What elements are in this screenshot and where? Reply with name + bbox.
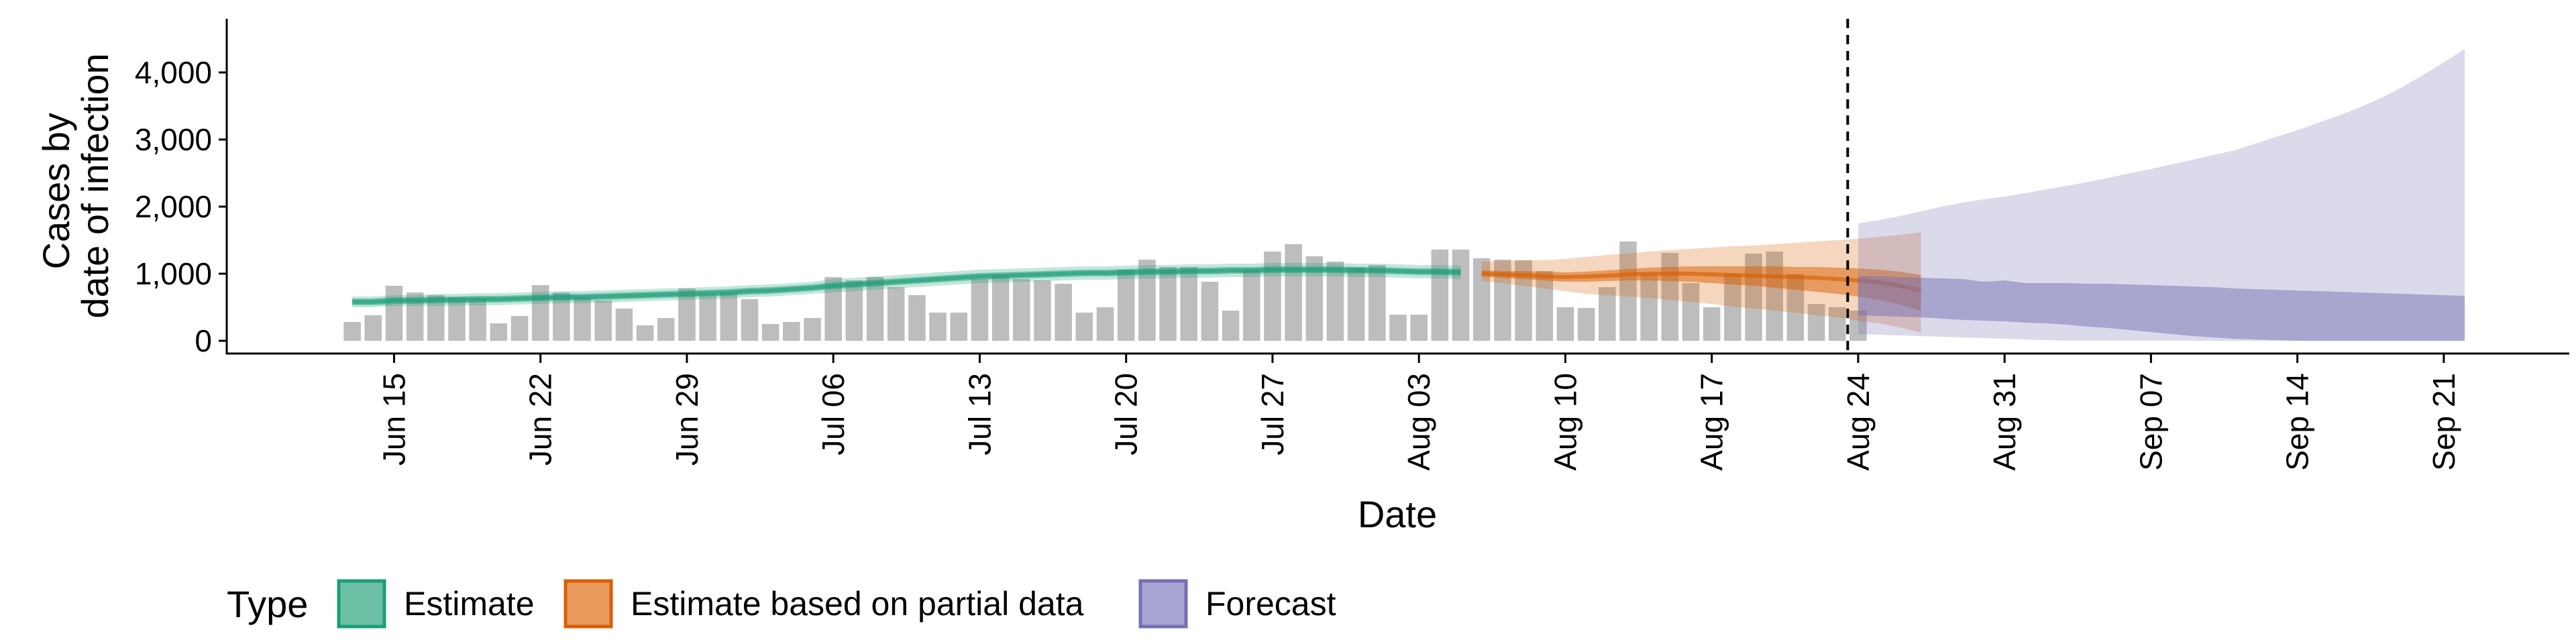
case-bar bbox=[1117, 270, 1135, 341]
case-bar bbox=[1556, 307, 1574, 341]
case-bar bbox=[574, 297, 591, 341]
forecast-band-50 bbox=[1858, 276, 2465, 341]
case-bar bbox=[1326, 262, 1344, 341]
legend-label-partial: Estimate based on partial data bbox=[631, 585, 1084, 623]
y-axis-title-line-2: date of infection bbox=[74, 53, 116, 318]
legend-title: Type bbox=[227, 583, 308, 625]
x-tick-label: Sep 14 bbox=[2280, 373, 2315, 471]
case-bar bbox=[1682, 283, 1700, 341]
case-bar bbox=[1703, 307, 1721, 341]
x-tick-label: Aug 03 bbox=[1401, 373, 1436, 471]
case-bar bbox=[343, 322, 361, 341]
case-bar bbox=[1577, 308, 1595, 341]
legend-label-estimate: Estimate bbox=[404, 585, 535, 623]
case-bar bbox=[1452, 250, 1470, 341]
case-bar bbox=[1347, 267, 1365, 341]
case-bar bbox=[761, 324, 780, 341]
case-bar bbox=[1807, 304, 1825, 341]
case-bar bbox=[1180, 267, 1197, 341]
case-bar bbox=[1013, 279, 1030, 341]
x-tick-label: Aug 17 bbox=[1695, 373, 1729, 471]
y-tick-label: 1,000 bbox=[135, 256, 212, 291]
case-bar bbox=[594, 301, 612, 341]
case-bar bbox=[1828, 307, 1846, 341]
x-tick-label: Sep 21 bbox=[2426, 373, 2461, 471]
case-bar bbox=[1599, 287, 1616, 341]
case-bar bbox=[845, 280, 863, 341]
y-axis-title-line-1: Cases by bbox=[35, 113, 77, 269]
case-bar bbox=[511, 316, 529, 341]
x-tick-label: Jul 20 bbox=[1109, 373, 1144, 455]
case-bar bbox=[783, 322, 800, 341]
x-tick-label: Aug 10 bbox=[1548, 373, 1582, 471]
x-axis-title: Date bbox=[1358, 493, 1437, 535]
estimate-median-line bbox=[352, 268, 1461, 304]
y-tick-label: 0 bbox=[195, 323, 212, 358]
case-bar bbox=[1055, 284, 1072, 341]
x-tick-label: Jun 22 bbox=[523, 373, 558, 466]
x-tick-label: Aug 24 bbox=[1841, 373, 1876, 471]
forecast-band-90 bbox=[1858, 49, 2465, 341]
yticks-layer: 0 1,000 2,000 3,000 4,000 bbox=[135, 55, 227, 358]
case-bar bbox=[1201, 282, 1219, 341]
case-bar bbox=[1640, 274, 1658, 341]
x-tick-label: Sep 07 bbox=[2133, 373, 2168, 471]
case-bar bbox=[615, 309, 633, 341]
case-bar bbox=[1389, 315, 1407, 341]
y-tick-label: 2,000 bbox=[135, 189, 212, 224]
case-bar bbox=[1096, 307, 1114, 341]
legend-key-estimate bbox=[337, 579, 386, 629]
y-tick-label: 4,000 bbox=[135, 55, 212, 90]
x-tick-label: Jul 27 bbox=[1255, 373, 1290, 455]
legend-key-forecast bbox=[1138, 579, 1188, 629]
x-tick-label: Jun 29 bbox=[669, 373, 704, 466]
case-bar bbox=[1368, 265, 1386, 341]
case-bar bbox=[929, 313, 947, 341]
case-bar bbox=[991, 275, 1010, 341]
case-bar bbox=[950, 313, 968, 341]
case-bar bbox=[1431, 250, 1449, 341]
case-bar bbox=[1849, 311, 1867, 341]
case-bar bbox=[741, 299, 759, 341]
case-bar bbox=[385, 286, 403, 341]
legend-key-partial bbox=[564, 579, 613, 629]
legend: Type Estimate Estimate based on partial … bbox=[227, 579, 1336, 629]
case-bar bbox=[1159, 267, 1177, 341]
case-bar bbox=[364, 315, 382, 341]
case-bar bbox=[1222, 311, 1240, 341]
y-axis-title: Cases by date of infection bbox=[35, 53, 116, 318]
case-bar bbox=[908, 295, 926, 341]
case-bar bbox=[1619, 241, 1637, 341]
case-bar bbox=[804, 318, 821, 341]
case-bar bbox=[636, 325, 654, 341]
case-bar bbox=[1075, 313, 1093, 341]
xticks-layer: Jun 15 Jun 22 Jun 29 Jul 06 Jul 13 Jul 20 Jul … bbox=[376, 354, 2461, 471]
case-bar bbox=[699, 294, 716, 341]
case-bar bbox=[887, 287, 905, 341]
bands-layer bbox=[352, 49, 2465, 341]
x-tick-label: Jun 15 bbox=[376, 373, 411, 466]
case-bar bbox=[490, 323, 508, 341]
case-bar bbox=[1724, 274, 1741, 341]
case-bar bbox=[469, 299, 486, 341]
case-bar bbox=[657, 318, 675, 341]
case-bar bbox=[866, 277, 884, 341]
x-tick-label: Jul 06 bbox=[816, 373, 851, 455]
case-bar bbox=[971, 279, 989, 341]
x-tick-label: Jul 13 bbox=[962, 373, 997, 455]
axes-layer bbox=[225, 19, 2569, 355]
y-tick-label: 3,000 bbox=[135, 122, 212, 157]
case-bar bbox=[720, 292, 738, 341]
case-bar bbox=[1536, 271, 1554, 341]
x-tick-label: Aug 31 bbox=[1987, 373, 2022, 471]
case-bar bbox=[1034, 280, 1051, 341]
case-bar bbox=[448, 297, 466, 341]
case-bar bbox=[1242, 270, 1260, 341]
case-bar bbox=[1410, 315, 1428, 341]
legend-label-forecast: Forecast bbox=[1205, 585, 1336, 623]
case-bar bbox=[1285, 244, 1302, 341]
